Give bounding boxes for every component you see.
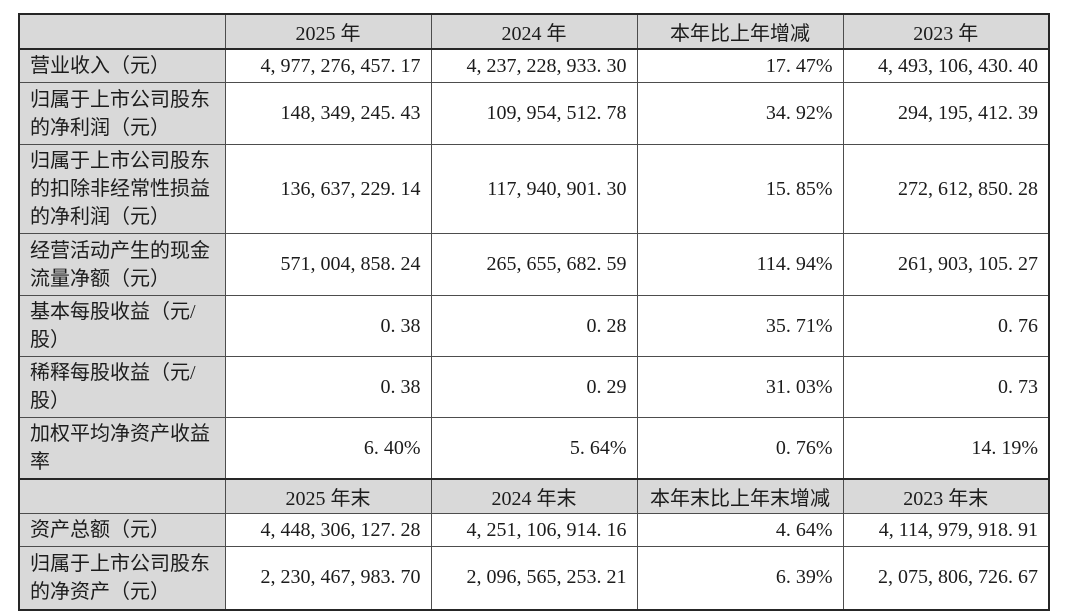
value-2025: 4, 977, 276, 457. 17 [224, 48, 432, 83]
value-2024: 117, 940, 901. 30 [430, 144, 638, 234]
row-label: 资产总额（元） [18, 513, 226, 547]
corner-cell [18, 478, 226, 514]
row-net-profit-excl-nonrecurring: 归属于上市公司股东的扣除非经常性损益的净利润（元） 136, 637, 229.… [18, 144, 1050, 234]
value-yoy-change: 35. 71% [636, 295, 844, 357]
row-label: 归属于上市公司股东的净利润（元） [18, 82, 226, 145]
value-2023: 4, 493, 106, 430. 40 [842, 48, 1050, 83]
value-2023: 14. 19% [842, 417, 1050, 480]
row-label: 经营活动产生的现金流量净额（元） [18, 233, 226, 296]
row-operating-revenue: 营业收入（元） 4, 977, 276, 457. 17 4, 237, 228… [18, 48, 1050, 83]
period-header-row: 2025 年 2024 年 本年比上年增减 2023 年 [18, 13, 1050, 50]
header-2025: 2025 年 [224, 13, 432, 50]
value-2025: 148, 349, 245. 43 [224, 82, 432, 145]
value-2023: 0. 76 [842, 295, 1050, 357]
value-2024: 109, 954, 512. 78 [430, 82, 638, 145]
value-2024-end: 2, 096, 565, 253. 21 [430, 546, 638, 610]
row-label: 稀释每股收益（元/股） [18, 356, 226, 418]
value-yoy-change: 34. 92% [636, 82, 844, 145]
value-2023: 0. 73 [842, 356, 1050, 418]
value-2024-end: 4, 251, 106, 914. 16 [430, 513, 638, 547]
value-2025: 6. 40% [224, 417, 432, 480]
row-operating-cash-flow: 经营活动产生的现金流量净额（元） 571, 004, 858. 24 265, … [18, 233, 1050, 296]
value-2025: 136, 637, 229. 14 [224, 144, 432, 234]
value-2024: 0. 29 [430, 356, 638, 418]
value-2023-end: 4, 114, 979, 918. 91 [842, 513, 1050, 547]
row-net-assets-attributable: 归属于上市公司股东的净资产（元） 2, 230, 467, 983. 70 2,… [18, 546, 1050, 610]
header-year-end-change: 本年末比上年末增减 [636, 478, 844, 514]
row-weighted-avg-roe: 加权平均净资产收益率 6. 40% 5. 64% 0. 76% 14. 19% [18, 417, 1050, 480]
value-2025: 0. 38 [224, 295, 432, 357]
header-2023: 2023 年 [842, 13, 1050, 50]
header-2024: 2024 年 [430, 13, 638, 50]
value-yoy-change: 0. 76% [636, 417, 844, 480]
header-2025-end: 2025 年末 [224, 478, 432, 514]
value-2025-end: 4, 448, 306, 127. 28 [224, 513, 432, 547]
row-label: 归属于上市公司股东的扣除非经常性损益的净利润（元） [18, 144, 226, 234]
period-end-header-row: 2025 年末 2024 年末 本年末比上年末增减 2023 年末 [18, 478, 1050, 514]
value-2025-end: 2, 230, 467, 983. 70 [224, 546, 432, 610]
header-2024-end: 2024 年末 [430, 478, 638, 514]
row-label: 加权平均净资产收益率 [18, 417, 226, 480]
header-2023-end: 2023 年末 [842, 478, 1050, 514]
row-label: 归属于上市公司股东的净资产（元） [18, 546, 226, 610]
value-yoy-change: 114. 94% [636, 233, 844, 296]
value-2024: 265, 655, 682. 59 [430, 233, 638, 296]
header-yoy-change: 本年比上年增减 [636, 13, 844, 50]
value-2025: 571, 004, 858. 24 [224, 233, 432, 296]
row-label: 营业收入（元） [18, 48, 226, 83]
value-2023-end: 2, 075, 806, 726. 67 [842, 546, 1050, 610]
value-yoy-change: 15. 85% [636, 144, 844, 234]
value-2023: 261, 903, 105. 27 [842, 233, 1050, 296]
corner-cell [18, 13, 226, 50]
row-basic-eps: 基本每股收益（元/股） 0. 38 0. 28 35. 71% 0. 76 [18, 295, 1050, 357]
value-2025: 0. 38 [224, 356, 432, 418]
row-diluted-eps: 稀释每股收益（元/股） 0. 38 0. 29 31. 03% 0. 73 [18, 356, 1050, 418]
value-year-end-change: 4. 64% [636, 513, 844, 547]
row-net-profit-attributable: 归属于上市公司股东的净利润（元） 148, 349, 245. 43 109, … [18, 82, 1050, 145]
value-year-end-change: 6. 39% [636, 546, 844, 610]
row-label: 基本每股收益（元/股） [18, 295, 226, 357]
value-2024: 5. 64% [430, 417, 638, 480]
value-yoy-change: 31. 03% [636, 356, 844, 418]
value-2023: 272, 612, 850. 28 [842, 144, 1050, 234]
value-2024: 0. 28 [430, 295, 638, 357]
value-2024: 4, 237, 228, 933. 30 [430, 48, 638, 83]
value-2023: 294, 195, 412. 39 [842, 82, 1050, 145]
row-total-assets: 资产总额（元） 4, 448, 306, 127. 28 4, 251, 106… [18, 513, 1050, 547]
value-yoy-change: 17. 47% [636, 48, 844, 83]
financial-summary-table: 2025 年 2024 年 本年比上年增减 2023 年 营业收入（元） 4, … [18, 13, 1050, 611]
